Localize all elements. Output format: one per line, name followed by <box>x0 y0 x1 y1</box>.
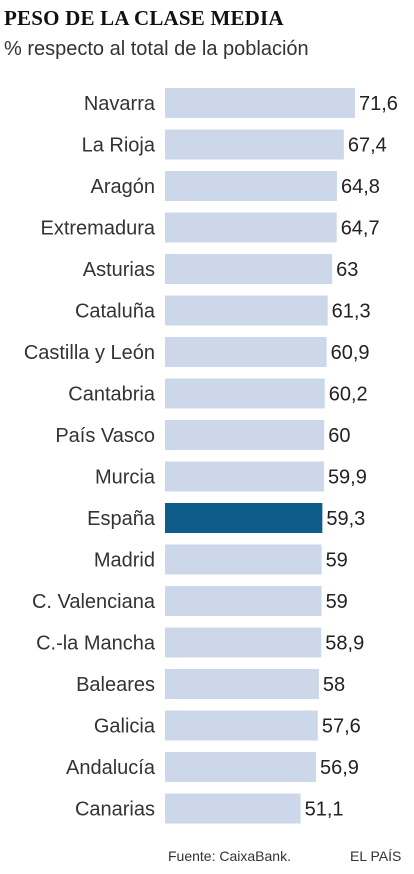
value-label: 59,3 <box>326 508 365 530</box>
bar <box>165 793 301 824</box>
value-label: 51,1 <box>305 799 344 821</box>
category-label: Navarra <box>84 93 156 115</box>
category-label: Cataluña <box>75 301 156 323</box>
value-label: 61,3 <box>332 301 371 323</box>
bar <box>165 129 344 160</box>
value-label: 64,7 <box>341 218 380 240</box>
chart-title: PESO DE LA CLASE MEDIA <box>4 6 284 30</box>
category-label: C. Valenciana <box>32 591 156 613</box>
value-label: 60,2 <box>329 384 368 406</box>
bar <box>165 627 322 658</box>
value-label: 57,6 <box>322 716 361 738</box>
category-label: Extremadura <box>41 218 156 240</box>
bar <box>165 254 333 284</box>
value-label: 64,8 <box>341 176 380 198</box>
bar <box>165 171 337 201</box>
category-label: Aragón <box>91 176 156 198</box>
bar <box>165 378 325 409</box>
category-label: País Vasco <box>55 425 155 447</box>
value-label: 63 <box>336 259 358 281</box>
category-label: Galicia <box>94 716 156 738</box>
bar <box>165 544 322 575</box>
bar <box>165 212 337 243</box>
category-label: Andalucía <box>66 757 156 779</box>
category-label: Baleares <box>76 674 155 696</box>
bar <box>165 669 319 699</box>
category-label: Castilla y León <box>24 342 155 364</box>
category-label: La Rioja <box>82 135 156 157</box>
highlight-bar <box>165 503 323 533</box>
value-label: 60,9 <box>331 342 370 364</box>
bar <box>165 586 322 616</box>
bar <box>165 295 328 326</box>
category-label: Madrid <box>94 550 155 572</box>
category-label: Asturias <box>83 259 155 281</box>
bar <box>165 752 316 782</box>
publisher-label: EL PAÍS <box>350 848 402 864</box>
category-label: C.-la Mancha <box>36 633 156 655</box>
value-label: 71,6 <box>359 93 398 115</box>
value-label: 56,9 <box>320 757 359 779</box>
bar <box>165 88 355 118</box>
category-label: Murcia <box>95 467 156 489</box>
bar <box>165 337 327 367</box>
category-label: Cantabria <box>68 384 156 406</box>
bar <box>165 461 324 492</box>
value-label: 60 <box>328 425 350 447</box>
source-note: Fuente: CaixaBank. <box>168 848 291 864</box>
value-label: 58 <box>323 674 345 696</box>
value-label: 59 <box>326 591 348 613</box>
category-label: España <box>87 508 156 530</box>
bar <box>165 710 318 741</box>
value-label: 59,9 <box>328 467 367 489</box>
chart-subtitle: % respecto al total de la población <box>4 38 309 60</box>
bar <box>165 420 325 450</box>
category-label: Canarias <box>75 799 155 821</box>
value-label: 58,9 <box>325 633 364 655</box>
value-label: 59 <box>326 550 348 572</box>
value-label: 67,4 <box>348 135 387 157</box>
